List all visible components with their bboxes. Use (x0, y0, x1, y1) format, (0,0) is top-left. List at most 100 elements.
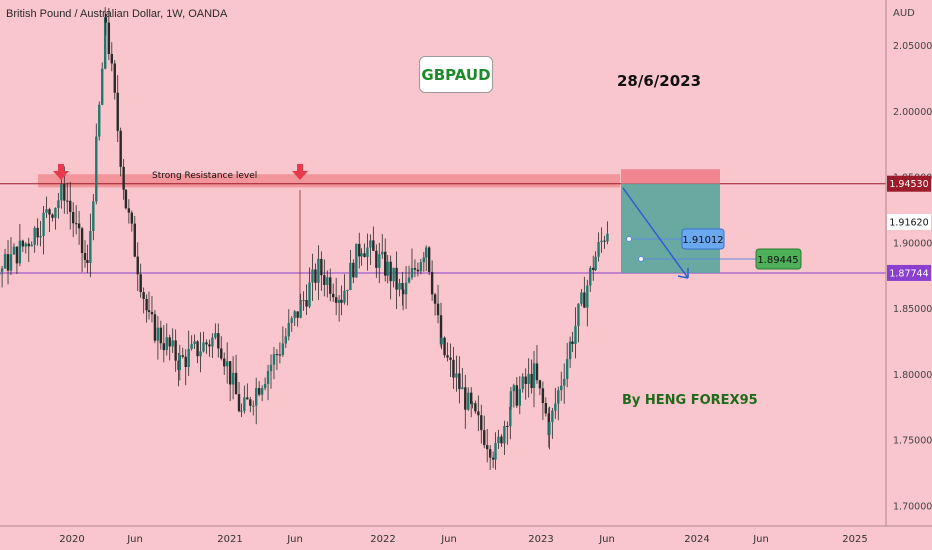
candle-body (231, 372, 235, 385)
candle-body (211, 337, 214, 347)
x-tick-label: 2022 (370, 534, 395, 545)
candle-body (255, 388, 258, 406)
candle-body (296, 311, 299, 318)
candle-body (272, 354, 276, 365)
candle-body (86, 260, 89, 263)
candle-body (603, 240, 606, 242)
candle-body (440, 337, 443, 345)
candle-body (491, 457, 495, 460)
candle-body (334, 297, 338, 303)
candle-body (234, 372, 238, 395)
candle-body (600, 240, 603, 243)
candle-body (110, 53, 114, 64)
candle-body (404, 282, 408, 295)
y-tick-label: 1.75000 (893, 436, 932, 447)
candle-body (205, 342, 208, 345)
take-profit-zone (621, 183, 720, 273)
candle-body (15, 246, 19, 264)
stop-loss-zone (621, 169, 720, 184)
candle-body (320, 258, 323, 276)
candle-body (470, 392, 473, 405)
candle-body (311, 269, 314, 283)
candle-body (577, 303, 580, 327)
candle-body (512, 385, 516, 392)
candle-body (171, 340, 174, 347)
candle-body (332, 293, 335, 298)
target-one-box (681, 228, 725, 250)
candle-body (257, 388, 261, 395)
candle-body (381, 251, 384, 255)
target-two-dot (638, 256, 644, 262)
candle-body (557, 390, 560, 404)
candle-body (74, 223, 78, 225)
candle-body (509, 391, 513, 407)
candle-body (446, 355, 449, 358)
candle-body (63, 184, 66, 201)
candle-body (586, 285, 589, 308)
candle-body (287, 322, 290, 337)
candle-body (527, 373, 530, 384)
candle-body (548, 421, 551, 435)
candle-body (136, 256, 139, 275)
target-one-dot (626, 236, 632, 242)
candle-body (199, 351, 202, 357)
candle-body (486, 445, 489, 450)
resistance-arrow-right (292, 164, 308, 180)
candle-body (103, 17, 107, 69)
candle-body (477, 411, 480, 416)
y-tick-label: 1.85000 (893, 304, 932, 315)
candle-body (565, 359, 569, 379)
candle-body (113, 63, 116, 93)
price-tag (887, 213, 931, 230)
candle-body (337, 299, 341, 303)
x-tick-label: Jun (752, 534, 769, 545)
candle-body (116, 92, 119, 131)
candle-body (422, 257, 426, 263)
x-tick-label: Jun (286, 534, 303, 545)
candle-body (343, 290, 346, 303)
candle-body (165, 337, 168, 351)
candle-body (80, 228, 84, 253)
candle-body (21, 240, 25, 247)
candle-body (592, 267, 595, 271)
candle-body (506, 426, 509, 428)
candle-body (133, 223, 136, 257)
candle-body (355, 243, 358, 278)
candle-body (243, 397, 246, 411)
candle-body (246, 397, 249, 400)
ticker-text: GBPAUD (421, 65, 491, 84)
candle-body (386, 261, 389, 276)
target-two-label: 1.89445 (757, 255, 798, 266)
candle-body (314, 269, 317, 283)
candle-body (372, 240, 375, 251)
candle-body (217, 333, 220, 349)
candle-body (142, 292, 145, 299)
candle-body (427, 247, 431, 273)
candle-body (346, 289, 349, 291)
candle-body (122, 166, 125, 190)
candle-body (410, 268, 414, 278)
candle-body (119, 130, 122, 167)
candle-body (416, 269, 420, 272)
candle-body (60, 184, 63, 201)
candle-body (156, 327, 160, 341)
candle-body (369, 240, 372, 248)
resistance-zone (38, 174, 620, 188)
candle-body (77, 223, 81, 229)
candle-body (240, 410, 243, 412)
candle-body (452, 359, 455, 378)
candle-body (214, 333, 217, 338)
candle-body (57, 200, 60, 208)
candle-body (509, 406, 512, 427)
candle-body (329, 277, 332, 294)
y-tick-label: 1.90000 (893, 238, 932, 249)
candle-body (583, 292, 586, 308)
candle-body (284, 336, 288, 344)
candle-body (551, 410, 554, 422)
x-tick-label: 2021 (217, 534, 242, 545)
x-tick-label: 2023 (528, 534, 553, 545)
candle-body (147, 310, 151, 313)
ticker-label-box: GBPAUD (419, 56, 493, 93)
candle-body (363, 253, 366, 257)
